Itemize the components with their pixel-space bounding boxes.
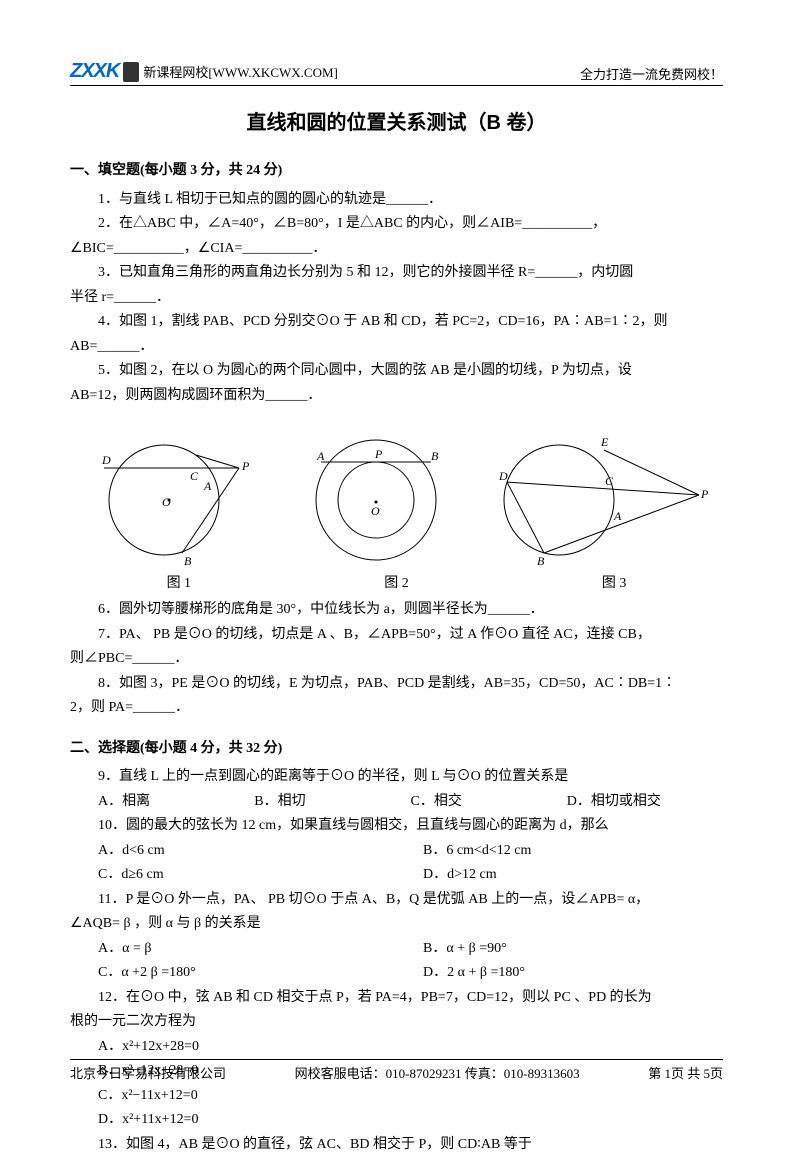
logo-icon bbox=[123, 62, 139, 82]
svg-text:P: P bbox=[374, 447, 383, 461]
q8b: 2，则 PA=______． bbox=[70, 696, 723, 721]
svg-text:A: A bbox=[316, 449, 325, 463]
q4: 4．如图 1，割线 PAB、PCD 分别交⊙O 于 AB 和 CD，若 PC=2… bbox=[70, 310, 723, 335]
svg-text:P: P bbox=[700, 487, 709, 501]
q12-opt-c: C．x²−11x+12=0 bbox=[70, 1084, 723, 1109]
fig3-label: 图 3 bbox=[506, 572, 721, 592]
q11-opt-b: B．α + β =90° bbox=[423, 937, 723, 962]
svg-text:E: E bbox=[600, 435, 609, 449]
svg-text:B: B bbox=[431, 449, 439, 463]
logo-area: ZXXK 新课程网校[WWW.XKCWX.COM] bbox=[70, 60, 338, 83]
q9: 9．直线 L 上的一点到圆心的距离等于⊙O 的半径，则 L 与⊙O 的位置关系是 bbox=[70, 765, 723, 790]
fig2-label: 图 2 bbox=[289, 572, 504, 592]
q3b: 半径 r=______． bbox=[70, 286, 723, 311]
q11-opts-2: C．α +2 β =180° D．2 α + β =180° bbox=[70, 961, 723, 986]
figure-3: E D C A B P bbox=[489, 420, 709, 570]
q10-opts-1: A．d<6 cm B．6 cm<d<12 cm bbox=[70, 839, 723, 864]
q13: 13．如图 4，AB 是⊙O 的直径，弦 AC、BD 相交于 P，则 CD∶AB… bbox=[70, 1133, 723, 1157]
svg-text:A: A bbox=[613, 509, 622, 523]
svg-text:O: O bbox=[371, 504, 380, 518]
q3: 3．已知直角三角形的两直角边长分别为 5 和 12，则它的外接圆半径 R=___… bbox=[70, 261, 723, 286]
fig1-label: 图 1 bbox=[71, 572, 286, 592]
svg-text:B: B bbox=[184, 554, 192, 568]
q8: 8．如图 3，PE 是⊙O 的切线，E 为切点，PAB、PCD 是割线，AB=3… bbox=[70, 672, 723, 697]
q7: 7．PA、 PB 是⊙O 的切线，切点是 A 、B，∠APB=50°，过 A 作… bbox=[70, 623, 723, 648]
q9-opt-c: C．相交 bbox=[411, 790, 567, 815]
q12b: 根的一元二次方程为 bbox=[70, 1010, 723, 1035]
footer-page: 第 1页 共 5页 bbox=[648, 1063, 723, 1082]
q10-opts-2: C．d≥6 cm D．d>12 cm bbox=[70, 863, 723, 888]
header-slogan: 全力打造一流免费网校！ bbox=[580, 64, 723, 83]
svg-text:C: C bbox=[190, 469, 199, 483]
q5b: AB=12，则两圆构成圆环面积为______． bbox=[70, 384, 723, 409]
document-title: 直线和圆的位置关系测试（B 卷） bbox=[70, 106, 723, 135]
page-header: ZXXK 新课程网校[WWW.XKCWX.COM] 全力打造一流免费网校！ bbox=[70, 60, 723, 86]
q2: 2．在△ABC 中，∠A=40°，∠B=80°，I 是△ABC 的内心，则∠AI… bbox=[70, 212, 723, 237]
figure-1: O D C P A B bbox=[84, 420, 264, 570]
q1: 1．与直线 L 相切于已知点的圆的圆心的轨迹是______． bbox=[70, 188, 723, 213]
q10-opt-a: A．d<6 cm bbox=[98, 839, 423, 864]
page-footer: 北京今日学易科技有限公司 网校客服电话：010-87029231 传真：010-… bbox=[70, 1059, 723, 1082]
q11-opt-d: D．2 α + β =180° bbox=[423, 961, 723, 986]
q11-opt-a: A．α = β bbox=[98, 937, 423, 962]
q5: 5．如图 2，在以 O 为圆心的两个同心圆中，大圆的弦 AB 是小圆的切线，P … bbox=[70, 359, 723, 384]
svg-text:B: B bbox=[537, 554, 545, 568]
svg-text:C: C bbox=[605, 474, 614, 488]
svg-text:O: O bbox=[162, 495, 171, 509]
q11b: ∠AQB= β ，则 α 与 β 的关系是 bbox=[70, 912, 723, 937]
figure-2: A P B O bbox=[291, 420, 461, 570]
q6: 6．圆外切等腰梯形的底角是 30°，中位线长为 a，则圆半径长为______． bbox=[70, 598, 723, 623]
section1-heading: 一、填空题(每小题 3 分，共 24 分) bbox=[70, 159, 723, 184]
q7b: 则∠PBC=______． bbox=[70, 647, 723, 672]
site-name: 新课程网校[WWW.XKCWX.COM] bbox=[143, 62, 338, 81]
svg-text:A: A bbox=[203, 479, 212, 493]
q12-opt-d: D．x²+11x+12=0 bbox=[70, 1108, 723, 1133]
content-body: 一、填空题(每小题 3 分，共 24 分) 1．与直线 L 相切于已知点的圆的圆… bbox=[70, 159, 723, 1157]
q9-options: A．相离 B．相切 C．相交 D．相切或相交 bbox=[70, 790, 723, 815]
q2b: ∠BIC=__________，∠CIA=__________． bbox=[70, 237, 723, 262]
figure-labels: 图 1 图 2 图 3 bbox=[70, 572, 723, 592]
logo-text: ZXXK bbox=[70, 60, 119, 83]
q12: 12．在⊙O 中，弦 AB 和 CD 相交于点 P，若 PA=4，PB=7，CD… bbox=[70, 986, 723, 1011]
q10-opt-c: C．d≥6 cm bbox=[98, 863, 423, 888]
q12-opt-a: A．x²+12x+28=0 bbox=[70, 1035, 723, 1060]
q11-opts-1: A．α = β B．α + β =90° bbox=[70, 937, 723, 962]
section2-heading: 二、选择题(每小题 4 分，共 32 分) bbox=[70, 737, 723, 762]
q10: 10．圆的最大的弦长为 12 cm，如果直线与圆相交，且直线与圆心的距离为 d，… bbox=[70, 814, 723, 839]
q9-opt-d: D．相切或相交 bbox=[567, 790, 723, 815]
q9-opt-a: A．相离 bbox=[98, 790, 254, 815]
q9-opt-b: B．相切 bbox=[254, 790, 410, 815]
q10-opt-b: B．6 cm<d<12 cm bbox=[423, 839, 723, 864]
footer-contact: 网校客服电话：010-87029231 传真：010-89313603 bbox=[295, 1063, 580, 1082]
footer-company: 北京今日学易科技有限公司 bbox=[70, 1063, 226, 1082]
svg-text:P: P bbox=[241, 459, 250, 473]
q11: 11．P 是⊙O 外一点，PA、 PB 切⊙O 于点 A、B，Q 是优弧 AB … bbox=[70, 888, 723, 913]
svg-text:D: D bbox=[498, 469, 508, 483]
svg-text:D: D bbox=[101, 453, 111, 467]
q11-opt-c: C．α +2 β =180° bbox=[98, 961, 423, 986]
figures-row: O D C P A B A P B O E bbox=[70, 420, 723, 570]
q4b: AB=______． bbox=[70, 335, 723, 360]
q10-opt-d: D．d>12 cm bbox=[423, 863, 723, 888]
